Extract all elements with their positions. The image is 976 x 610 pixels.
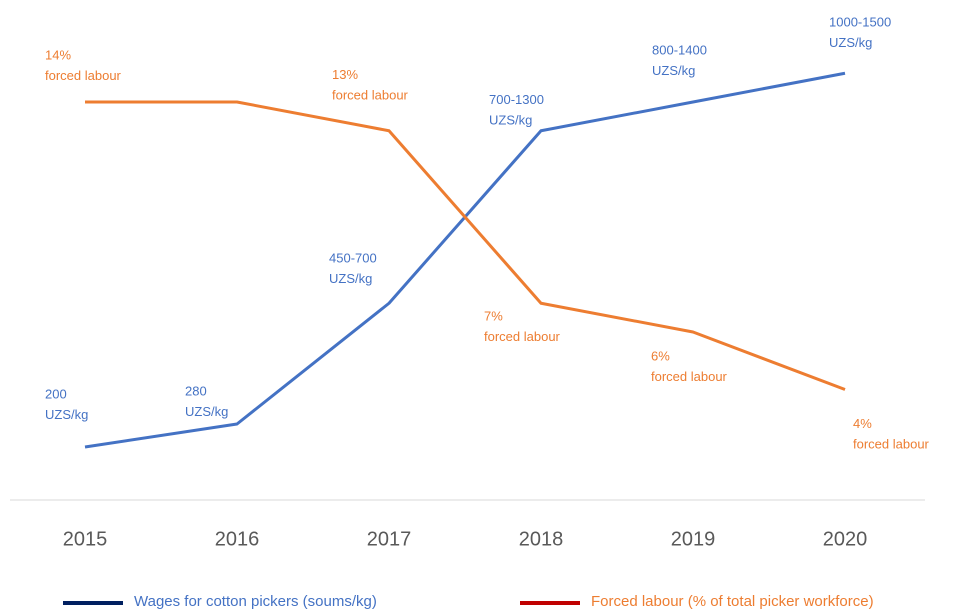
data-label: forced labour: [853, 436, 930, 451]
data-label: 13%: [332, 67, 358, 82]
data-label: forced labour: [484, 329, 561, 344]
data-label: 280: [185, 383, 207, 398]
data-label: UZS/kg: [829, 35, 872, 50]
data-label: 700-1300: [489, 92, 544, 107]
data-label: 7%: [484, 309, 503, 324]
x-tick-label: 2016: [215, 528, 260, 550]
data-label: UZS/kg: [329, 271, 372, 286]
legend-swatch: [520, 601, 580, 605]
data-label: 4%: [853, 416, 872, 431]
data-label: 14%: [45, 47, 71, 62]
data-label: 800-1400: [652, 42, 707, 57]
data-label: UZS/kg: [45, 407, 88, 422]
data-label: UZS/kg: [185, 404, 228, 419]
data-label: forced labour: [651, 369, 728, 384]
legend-label: Wages for cotton pickers (soums/kg): [134, 593, 377, 610]
series-line: [85, 100, 846, 391]
data-label: UZS/kg: [652, 63, 695, 78]
data-label: 6%: [651, 348, 670, 363]
x-tick-label: 2017: [367, 528, 412, 550]
legend-label: Forced labour (% of total picker workfor…: [591, 593, 874, 610]
data-label: forced labour: [332, 88, 409, 103]
x-tick-label: 2015: [63, 528, 108, 550]
data-label: 200: [45, 386, 67, 401]
x-tick-label: 2019: [671, 528, 716, 550]
data-label: forced labour: [45, 68, 122, 83]
data-label: UZS/kg: [489, 113, 532, 128]
legend-swatch: [63, 601, 123, 605]
data-label: 1000-1500: [829, 15, 891, 30]
x-tick-label: 2020: [823, 528, 868, 550]
x-tick-label: 2018: [519, 528, 564, 550]
data-label: 450-700: [329, 251, 377, 266]
